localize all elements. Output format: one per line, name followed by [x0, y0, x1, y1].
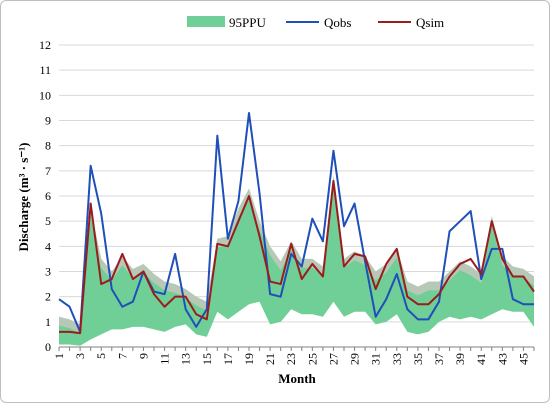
x-tick-label: 13	[179, 353, 193, 365]
x-tick-label: 17	[221, 353, 235, 365]
y-tick-label: 8	[45, 139, 51, 153]
y-tick-label: 9	[45, 114, 51, 128]
x-tick-label: 41	[474, 353, 488, 365]
legend-label-qsim: Qsim	[416, 15, 444, 30]
x-tick-label: 1	[52, 353, 66, 359]
x-tick-label: 45	[516, 353, 530, 365]
x-tick-label: 11	[158, 353, 172, 365]
y-tick-label: 2	[45, 290, 51, 304]
legend-swatch-band	[187, 16, 225, 27]
legend-label-qobs: Qobs	[324, 15, 351, 30]
x-axis-title: Month	[278, 371, 316, 386]
x-tick-label: 35	[411, 353, 425, 365]
x-tick-label: 43	[495, 353, 509, 365]
y-tick-label: 0	[45, 340, 51, 354]
series-line-qsim	[59, 179, 535, 335]
x-tick-label: 31	[369, 353, 383, 365]
x-tick-label: 3	[73, 353, 87, 359]
y-axis-title: Discharge (m³ · s⁻¹)	[16, 143, 31, 252]
x-tick-label: 15	[200, 353, 214, 365]
y-tick-label: 11	[39, 63, 51, 77]
x-tick-label: 37	[432, 353, 446, 365]
x-tick-label: 29	[348, 353, 362, 365]
x-tick-label: 33	[390, 353, 404, 365]
x-tick-label: 25	[305, 353, 319, 365]
x-tick-label: 39	[453, 353, 467, 365]
y-tick-label: 6	[45, 189, 51, 203]
x-tick-label: 21	[263, 353, 277, 365]
y-tick-label: 5	[45, 214, 51, 228]
legend: 95PPU Qobs Qsim	[187, 15, 444, 30]
y-tick-label: 3	[45, 265, 51, 279]
y-tick-label: 12	[39, 38, 51, 52]
x-tick-label: 19	[242, 353, 256, 365]
legend-label-band: 95PPU	[229, 15, 266, 30]
y-tick-label: 10	[39, 88, 51, 102]
x-tick-label: 7	[115, 353, 129, 359]
y-tick-label: 1	[45, 315, 51, 329]
x-tick-label: 5	[94, 353, 108, 359]
x-tick-label: 23	[284, 353, 298, 365]
ppu-band-upper-edge	[59, 175, 534, 334]
x-tick-label: 27	[326, 353, 340, 365]
series-layer	[58, 111, 535, 335]
y-tick-label: 4	[45, 239, 51, 253]
x-tick-label: 9	[136, 353, 150, 359]
y-tick-label: 7	[45, 164, 51, 178]
